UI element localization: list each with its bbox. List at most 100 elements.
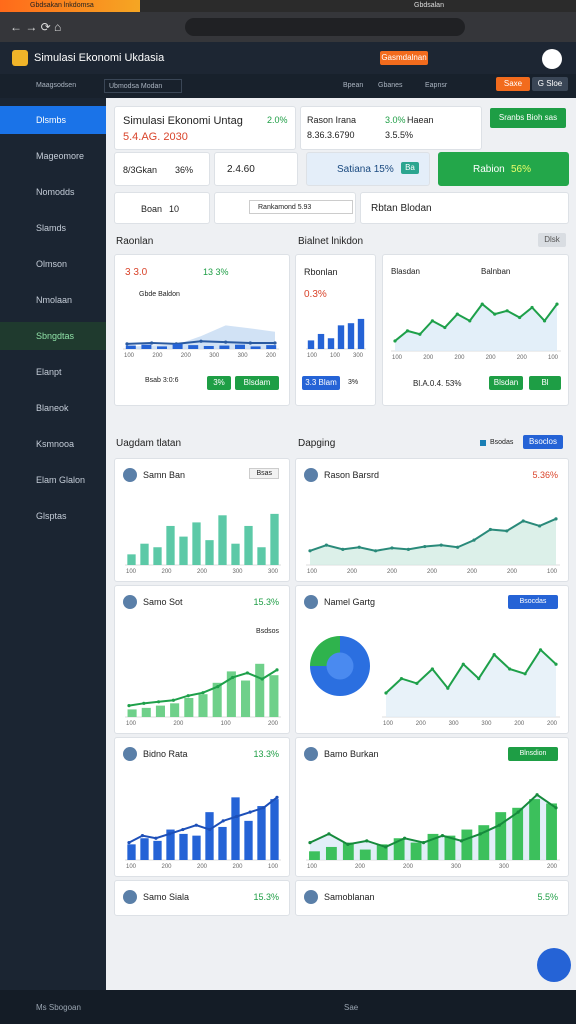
card-title: Samo Sot: [143, 597, 183, 607]
sidebar-item[interactable]: Slamds: [36, 223, 67, 233]
bar: [192, 522, 201, 565]
bar: [269, 675, 279, 717]
bar: [218, 826, 227, 860]
card-legend: Bsdsos: [256, 628, 279, 635]
row3-label[interactable]: Rbtan Blodan: [371, 203, 432, 214]
sidebar-item[interactable]: Olmson: [36, 259, 68, 269]
row3-select[interactable]: Rankamond 5.93: [249, 200, 353, 214]
bar: [529, 799, 541, 860]
fab[interactable]: [537, 948, 571, 982]
nav-right[interactable]: Gbanes: [378, 82, 403, 89]
bar: [203, 345, 214, 349]
bar: [257, 806, 266, 860]
stat-sub: 3.5.5%: [385, 130, 414, 140]
card-button[interactable]: Blnsdion: [508, 747, 558, 761]
card-button[interactable]: Bsocdas: [508, 595, 558, 609]
card-change: 15.3%: [253, 892, 279, 902]
point: [518, 315, 522, 320]
subnav-select[interactable]: Ubmodsa Modan: [104, 79, 182, 93]
point: [216, 685, 220, 689]
action-button[interactable]: G Sloe: [532, 77, 568, 91]
bar: [393, 838, 405, 860]
card-change: 0.3%: [304, 289, 327, 300]
sidebar-item[interactable]: Mageomore: [36, 151, 85, 161]
bar: [359, 849, 371, 860]
card-button[interactable]: Blsdam: [235, 376, 279, 390]
header-button[interactable]: Gasmdalnan: [380, 51, 428, 65]
point: [224, 340, 228, 344]
sidebar-item[interactable]: Blaneok: [36, 403, 69, 413]
point: [235, 814, 239, 819]
card-button[interactable]: 3.3 Blam: [302, 376, 340, 390]
summary-card: Simulasi Ekonomi Untag 2.0% 5.4.AG. 2030: [114, 106, 296, 150]
pie-chart: [310, 636, 370, 696]
sidebar-item[interactable]: Elam Glalon: [36, 475, 86, 485]
section-button[interactable]: Bsoclos: [523, 435, 563, 449]
bar: [141, 707, 151, 717]
point: [142, 701, 146, 705]
bar: [205, 540, 214, 565]
card-button[interactable]: Blsdan: [489, 376, 523, 390]
point: [273, 341, 277, 345]
chart-card: Samo Sot 15.3% Bsdsos 100 200 100 200: [114, 585, 290, 734]
sidebar-item[interactable]: Dlsmbs: [0, 106, 106, 134]
sub-header: Maagsodsen Ubmodsa Modan Bpean Gbanes Ea…: [0, 74, 576, 98]
point: [150, 341, 154, 345]
section-button[interactable]: Dlsk: [538, 233, 566, 247]
card-icon: [304, 890, 318, 904]
nav-right[interactable]: Bpean: [343, 82, 364, 89]
avatar[interactable]: [542, 49, 562, 69]
card-footer: Bsab 3:0:6: [145, 377, 179, 384]
x-tick-label: 300: [353, 353, 364, 359]
subnav[interactable]: Maagsodsen: [36, 82, 77, 89]
action-button[interactable]: Saxe: [496, 77, 530, 91]
x-tick-label: 300: [268, 569, 279, 575]
line: [309, 793, 557, 849]
sidebar-item[interactable]: Nmolaan: [36, 295, 73, 305]
point: [554, 806, 558, 810]
row2-label: 8/3Gkan: [123, 165, 158, 175]
sidebar-item[interactable]: Sbngdtas: [0, 322, 106, 350]
x-tick-label: 300: [449, 721, 460, 727]
point: [478, 832, 482, 836]
nav-icons[interactable]: ← → ⟳ ⌂: [10, 20, 62, 34]
area: [310, 518, 556, 565]
point: [384, 845, 388, 849]
bar: [244, 525, 253, 565]
row2-card: 8/3Gkan 36%: [114, 152, 210, 186]
x-tick-label: 200: [232, 864, 243, 870]
bar: [478, 825, 490, 860]
point: [477, 677, 481, 681]
point: [341, 547, 345, 551]
bar: [125, 345, 136, 349]
card-icon: [304, 468, 318, 482]
sidebar-item[interactable]: Glsptas: [36, 511, 67, 521]
x-tick-label: 200: [416, 721, 427, 727]
x-tick-label: 300: [232, 569, 243, 575]
x-tick-label: 200: [181, 353, 192, 359]
bar: [244, 820, 253, 860]
point: [505, 529, 509, 533]
x-tick-label: 200: [507, 569, 518, 575]
nav-right[interactable]: Eapnsr: [425, 82, 448, 89]
sidebar-item[interactable]: Nomodds: [36, 187, 75, 197]
card-icon: [123, 890, 137, 904]
card-button[interactable]: Bl: [529, 376, 561, 390]
chart-card: Rason Barsrd 5.36% 100 200 200 200 200 200 100: [295, 458, 569, 582]
primary-button[interactable]: Sranbs Bioh sas: [490, 108, 566, 128]
url-box[interactable]: [185, 18, 465, 36]
point: [521, 519, 525, 523]
card-button[interactable]: 3%: [207, 376, 231, 390]
point: [248, 810, 252, 814]
point: [461, 662, 465, 666]
sidebar-item[interactable]: Ksmnooa: [36, 439, 75, 449]
tab[interactable]: Gbdsalan: [414, 2, 444, 9]
app-header: Simulasi Ekonomi Ukdasia Gasmdalnan: [0, 42, 576, 74]
footer: Ms Sbogoan Sae: [0, 990, 576, 1024]
sidebar-item[interactable]: Elanpt: [36, 367, 62, 377]
tab[interactable]: Gbdsakan lnkdomsa: [0, 0, 140, 12]
x-tick-label: 100: [268, 864, 279, 870]
card-button[interactable]: 3%: [348, 379, 359, 386]
point: [327, 832, 331, 836]
bar: [205, 812, 214, 860]
